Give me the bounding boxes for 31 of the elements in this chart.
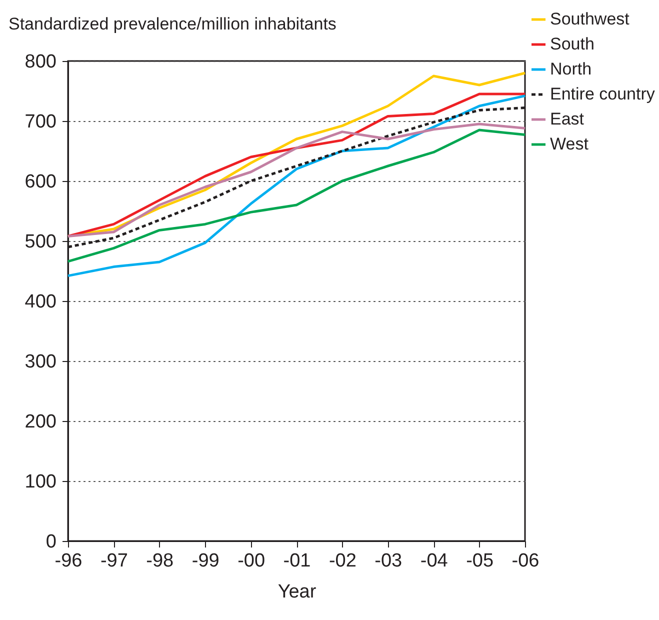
y-tick-label: 800: [24, 52, 56, 72]
y-tick-label: 600: [24, 172, 56, 192]
x-tick-label: -06: [512, 550, 540, 572]
x-tick-label: -96: [54, 550, 82, 572]
y-tick-label: 700: [24, 112, 56, 132]
x-tick-label: -98: [146, 550, 174, 572]
legend-label: South: [550, 34, 594, 54]
y-tick-label: 0: [46, 532, 56, 552]
y-tick-label: 400: [24, 292, 56, 312]
legend-label: West: [550, 134, 589, 154]
x-tick-label: -05: [466, 550, 494, 572]
x-tick-label: -99: [192, 550, 220, 572]
line-series: [66, 122, 526, 238]
x-tick-label: -04: [420, 550, 448, 572]
line-series: [66, 94, 526, 278]
legend-label: Southwest: [550, 10, 630, 28]
y-axis-title: Standardized prevalence/million inhabitants: [8, 14, 336, 34]
x-tick-label: -01: [283, 550, 311, 572]
y-tick-label: 300: [24, 352, 56, 372]
x-tick-label: -00: [238, 550, 266, 572]
legend-label: North: [550, 60, 592, 78]
y-tick-label: 100: [24, 472, 56, 492]
x-tick-label: -97: [100, 550, 128, 572]
x-tick-label: -03: [374, 550, 402, 572]
x-axis-title: Year: [278, 582, 317, 602]
legend-label: East: [550, 110, 584, 128]
y-tick-label: 500: [24, 232, 56, 252]
legend-label: Entire country: [550, 84, 656, 104]
line-series: [66, 128, 526, 263]
y-tick-label: 200: [24, 412, 56, 432]
x-tick-label: -02: [328, 550, 356, 572]
